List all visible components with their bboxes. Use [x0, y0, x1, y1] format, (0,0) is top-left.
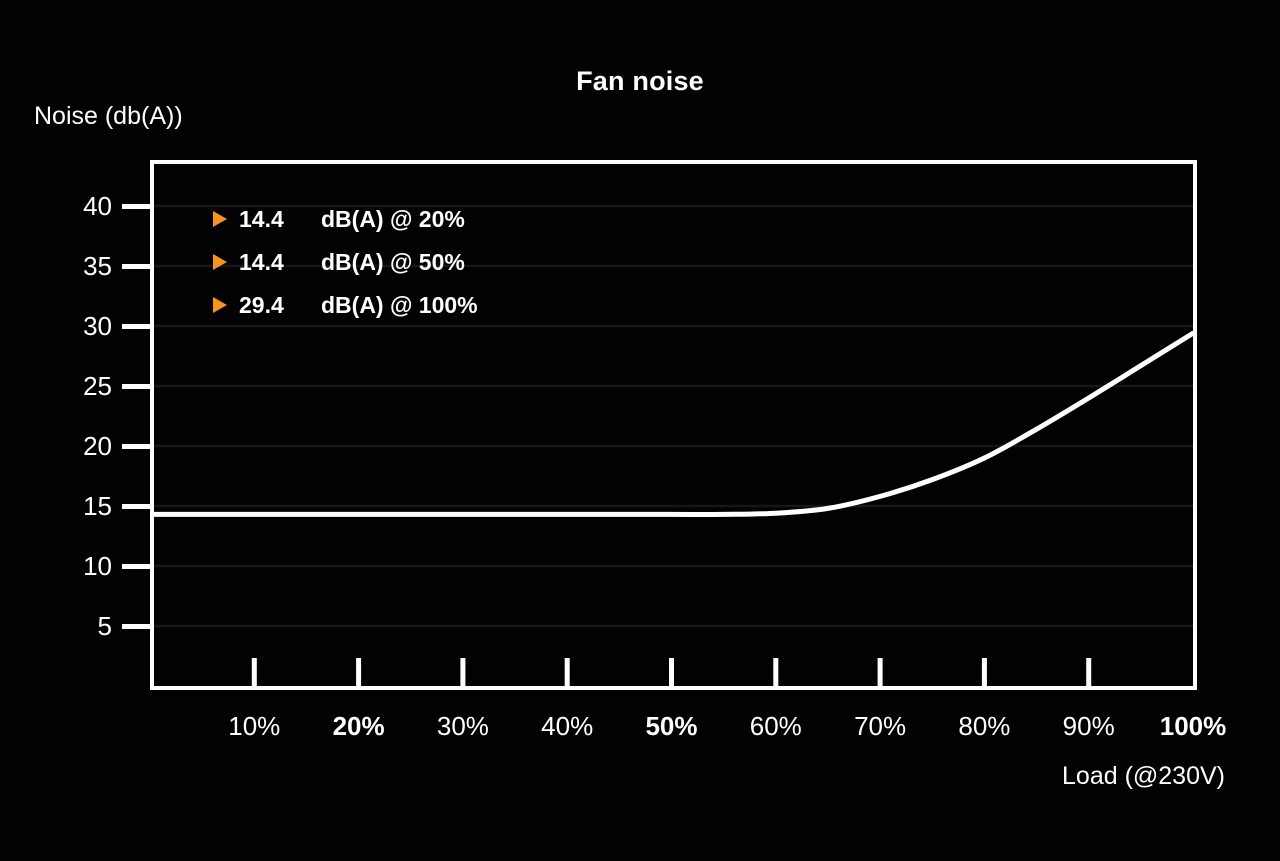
y-tick-label: 15 — [83, 491, 112, 521]
legend-label: dB(A) @ 100% — [321, 291, 478, 318]
x-tick-label: 40% — [541, 711, 594, 741]
legend-row: 29.4 dB(A) @ 100% — [213, 288, 478, 322]
y-tick-mark — [122, 263, 150, 269]
y-tick-mark — [122, 623, 150, 629]
y-tick-label: 30 — [83, 311, 112, 341]
y-tick-mark — [122, 383, 150, 389]
x-tick-mark — [773, 658, 779, 686]
orange-triangle-icon — [213, 211, 227, 227]
x-tick-label: 30% — [436, 711, 489, 741]
legend-row: 14.4 dB(A) @ 50% — [213, 245, 478, 279]
x-tick-mark — [669, 658, 674, 686]
chart-title: Fan noise — [576, 66, 704, 96]
y-axis-label: Noise (db(A)) — [34, 102, 183, 130]
x-tick-label: 50% — [645, 711, 698, 741]
x-tick-mark — [460, 658, 466, 686]
x-tick-mark — [877, 658, 883, 686]
noise-curve — [154, 330, 1193, 517]
legend-label: dB(A) @ 50% — [321, 248, 465, 275]
legend-row: 14.4 dB(A) @ 20% — [213, 202, 478, 236]
x-tick-mark — [356, 658, 362, 686]
legend-label: dB(A) @ 20% — [321, 205, 465, 232]
y-tick-label: 20 — [83, 431, 112, 461]
y-tick-label: 40 — [83, 191, 112, 221]
x-tick-label: 70% — [854, 711, 907, 741]
orange-triangle-icon — [213, 297, 227, 313]
x-tick-label: 10% — [228, 711, 281, 741]
y-tick-mark — [122, 323, 150, 329]
plot-area — [150, 160, 1197, 690]
orange-triangle-icon — [213, 254, 227, 270]
y-tick-label: 35 — [83, 251, 112, 281]
legend-value: 14.4 — [239, 248, 284, 275]
x-tick-mark — [1086, 658, 1092, 686]
y-tick-mark — [122, 443, 150, 449]
y-tick-mark — [122, 503, 150, 509]
x-tick-mark — [564, 658, 570, 686]
legend: 14.4 dB(A) @ 20% 14.4 dB(A) @ 50% 29.4 dB(A) … — [213, 202, 478, 322]
x-tick-label: 60% — [749, 711, 802, 741]
x-tick-label: 100% — [1159, 711, 1227, 741]
x-tick-label: 90% — [1062, 711, 1115, 741]
legend-value: 14.4 — [239, 205, 284, 232]
y-tick-mark — [122, 203, 150, 209]
x-tick-label: 80% — [958, 711, 1011, 741]
y-tick-label: 10 — [83, 551, 112, 581]
x-axis-label: Load (@230V) — [1062, 762, 1225, 790]
x-tick-mark — [981, 658, 987, 686]
x-tick-label: 20% — [332, 711, 385, 741]
y-tick-label: 5 — [97, 611, 112, 641]
y-tick-label: 25 — [83, 371, 112, 401]
noise-curve-canvas — [154, 204, 1193, 686]
y-tick-mark — [122, 563, 150, 569]
legend-value: 29.4 — [239, 291, 284, 318]
x-tick-mark — [251, 658, 257, 686]
